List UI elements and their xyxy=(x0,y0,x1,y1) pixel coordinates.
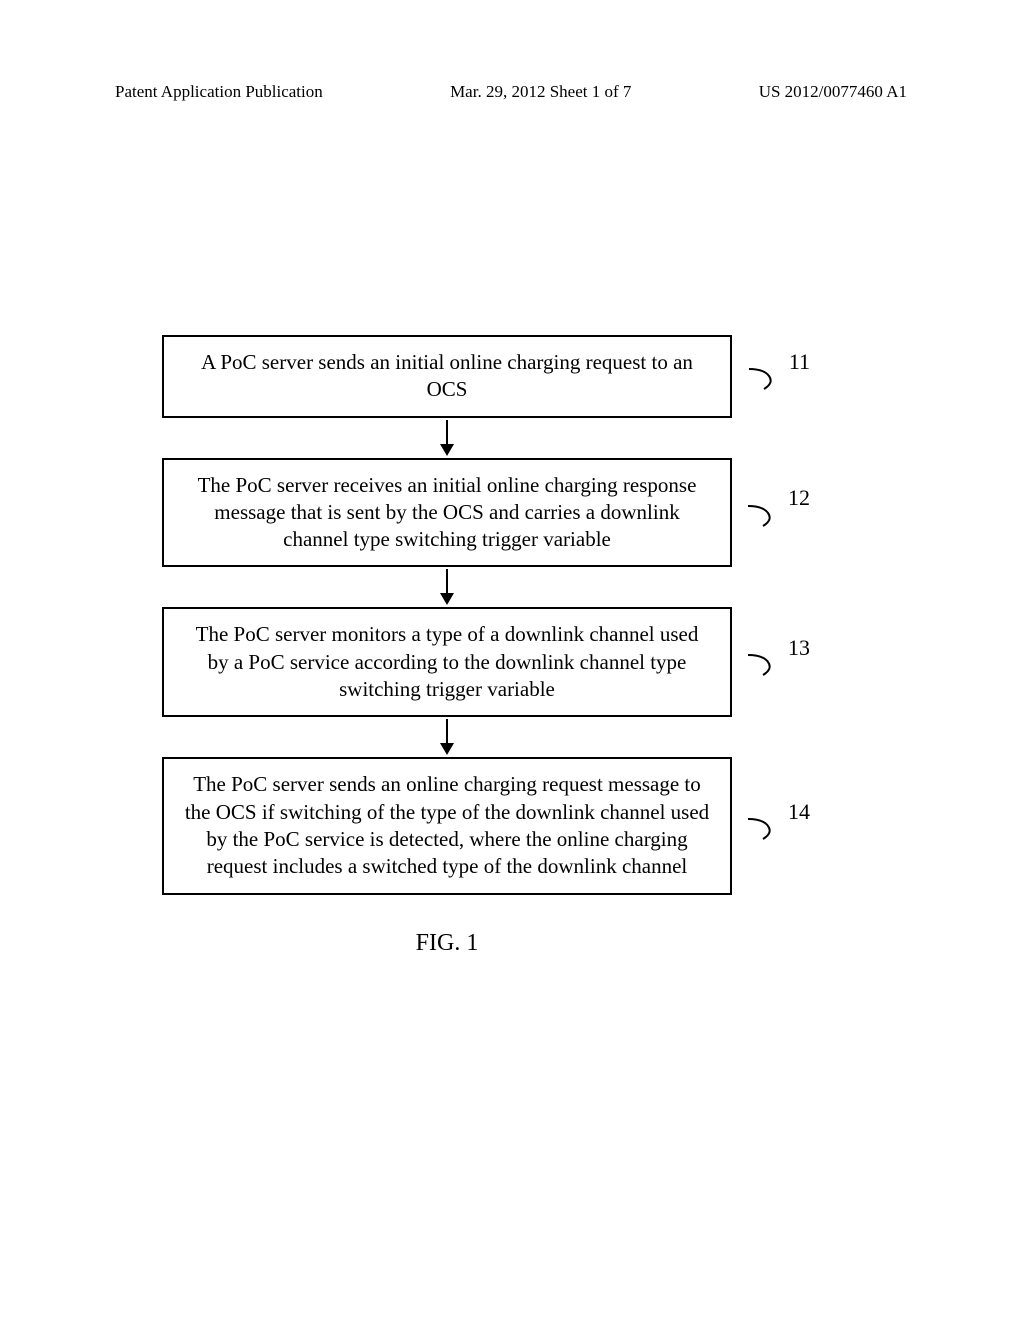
page-header: Patent Application Publication Mar. 29, … xyxy=(0,82,1024,102)
flow-step-1-text: A PoC server sends an initial online cha… xyxy=(201,350,693,401)
flow-step-4-number: 14 xyxy=(788,798,810,827)
flow-step-1-label: 11 xyxy=(749,361,810,391)
arrow-1 xyxy=(162,418,732,458)
header-date-sheet: Mar. 29, 2012 Sheet 1 of 7 xyxy=(450,82,631,102)
label-connector-icon xyxy=(749,361,784,391)
label-connector-icon xyxy=(748,647,783,677)
flow-step-2-text: The PoC server receives an initial onlin… xyxy=(198,473,697,552)
arrow-3 xyxy=(162,717,732,757)
down-arrow-icon xyxy=(437,717,457,757)
flow-step-3: The PoC server monitors a type of a down… xyxy=(162,607,732,717)
flow-step-3-text: The PoC server monitors a type of a down… xyxy=(196,622,699,701)
flow-step-4-text: The PoC server sends an online charging … xyxy=(185,772,709,878)
header-patent-number: US 2012/0077460 A1 xyxy=(759,82,907,102)
flow-step-4: The PoC server sends an online charging … xyxy=(162,757,732,894)
flow-step-2: The PoC server receives an initial onlin… xyxy=(162,458,732,568)
flow-step-3-label: 13 xyxy=(748,647,810,677)
flowchart-diagram: A PoC server sends an initial online cha… xyxy=(162,335,862,957)
figure-caption: FIG. 1 xyxy=(162,930,732,957)
flow-step-1-number: 11 xyxy=(789,348,810,377)
label-connector-icon xyxy=(748,498,783,528)
down-arrow-icon xyxy=(437,418,457,458)
flow-step-2-number: 12 xyxy=(788,484,810,513)
flow-step-2-label: 12 xyxy=(748,498,810,528)
flow-step-1: A PoC server sends an initial online cha… xyxy=(162,335,732,418)
header-publication: Patent Application Publication xyxy=(115,82,323,102)
label-connector-icon xyxy=(748,811,783,841)
flow-step-3-number: 13 xyxy=(788,634,810,663)
flow-step-4-label: 14 xyxy=(748,811,810,841)
down-arrow-icon xyxy=(437,567,457,607)
arrow-2 xyxy=(162,567,732,607)
